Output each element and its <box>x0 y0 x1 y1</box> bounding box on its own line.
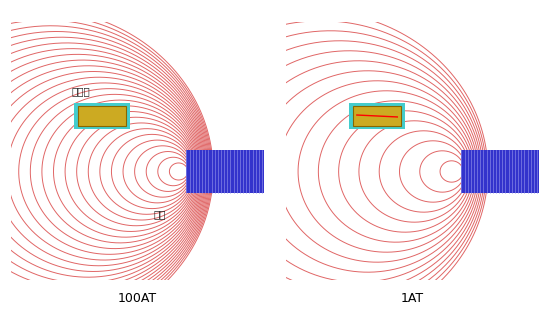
Bar <box>354 106 401 126</box>
Bar <box>74 103 130 129</box>
Bar <box>461 150 550 193</box>
Bar <box>186 150 281 193</box>
Text: 磁石: 磁石 <box>153 209 166 219</box>
Text: 100AT: 100AT <box>118 292 157 305</box>
Bar <box>79 106 126 126</box>
Text: 1AT: 1AT <box>401 292 424 305</box>
Bar <box>349 103 405 129</box>
Text: コイル: コイル <box>72 86 90 96</box>
